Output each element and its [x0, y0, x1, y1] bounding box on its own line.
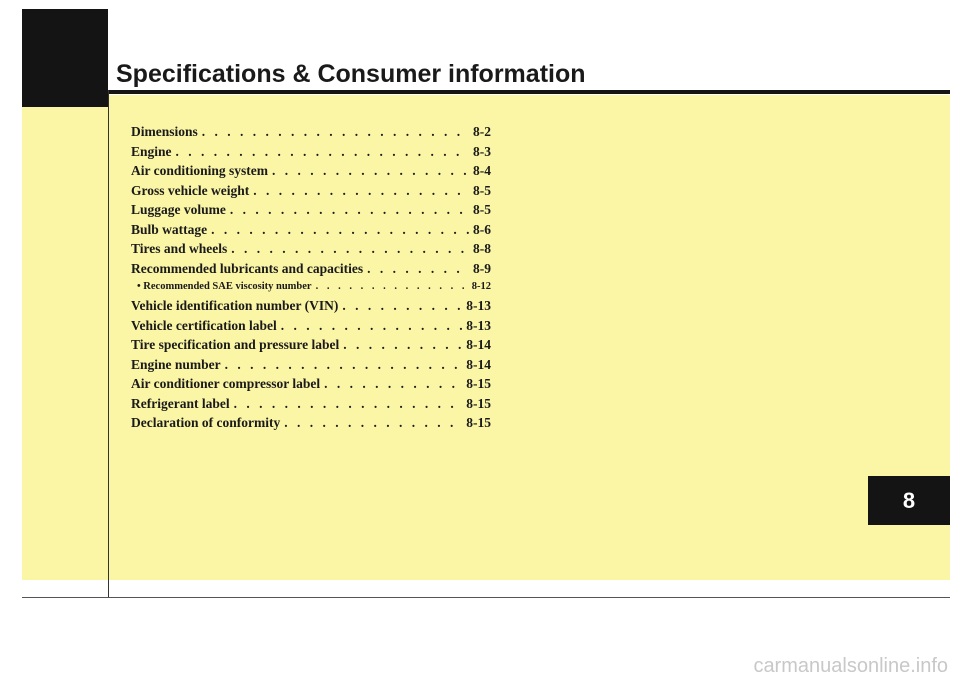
- toc-entry-tires-and-wheels[interactable]: Tires and wheels 8-8: [131, 239, 491, 259]
- toc-page-number: 8-2: [473, 124, 491, 139]
- watermark: carmanualsonline.info: [753, 655, 948, 677]
- toc-entry-title: Luggage volume: [131, 202, 226, 217]
- toc-entry-title: • Recommended SAE viscosity number: [137, 281, 312, 292]
- footer-rule: [22, 597, 950, 598]
- toc-dot-leader: [202, 122, 469, 142]
- toc-entry-compressor-label[interactable]: Air conditioner compressor label 8-15: [131, 374, 491, 394]
- toc-page-number: 8-9: [473, 260, 491, 276]
- toc-page-number: 8-14: [466, 337, 491, 352]
- toc-entry-title: Declaration of conformity: [131, 415, 281, 430]
- toc-dot-leader: [367, 259, 469, 279]
- toc-page-number: 8-12: [471, 281, 491, 292]
- toc-entry-title: Air conditioning system: [131, 163, 269, 178]
- toc-entry-title: Engine number: [131, 356, 221, 372]
- toc-entry-tire-pressure-label[interactable]: Tire specification and pressure label 8-1…: [131, 335, 491, 355]
- toc-dot-leader: [316, 278, 468, 296]
- toc-page-number: 8-3: [473, 143, 491, 159]
- page-title: Specifications & Consumer information: [116, 60, 586, 88]
- toc-dot-leader: [272, 161, 469, 181]
- toc-entry-air-conditioning-system[interactable]: Air conditioning system 8-4: [131, 161, 491, 181]
- toc-page-number: 8-15: [466, 395, 491, 411]
- toc-page-number: 8-14: [466, 356, 491, 372]
- toc-page-number: 8-4: [473, 163, 491, 178]
- toc-dot-leader: [281, 316, 463, 336]
- toc-entry-luggage-volume[interactable]: Luggage volume 8-5: [131, 200, 491, 220]
- toc-dot-leader: [231, 239, 469, 259]
- toc-dot-leader: [176, 142, 469, 162]
- toc-entry-recommended-lubricants[interactable]: Recommended lubricants and capacities 8-9: [131, 259, 491, 279]
- toc-dot-leader: [253, 181, 469, 201]
- toc-page-number: 8-5: [473, 182, 491, 198]
- toc-entry-gross-vehicle-weight[interactable]: Gross vehicle weight 8-5: [131, 181, 491, 201]
- toc-dot-leader: [225, 355, 463, 375]
- toc-entry-title: Tire specification and pressure label: [131, 337, 340, 352]
- toc-page-number: 8-15: [466, 415, 491, 430]
- toc-entry-title: Gross vehicle weight: [131, 182, 250, 198]
- toc-entry-title: Bulb wattage: [131, 221, 208, 237]
- toc-entry-title: Air conditioner compressor label: [131, 376, 321, 391]
- toc-page-number: 8-13: [466, 298, 491, 313]
- toc-page-number: 8-5: [473, 202, 491, 217]
- toc-subentry-sae-viscosity[interactable]: • Recommended SAE viscosity number 8-12: [131, 278, 491, 296]
- toc-entry-engine[interactable]: Engine 8-3: [131, 142, 491, 162]
- toc-page-number: 8-8: [473, 241, 491, 256]
- toc-entry-declaration-of-conformity[interactable]: Declaration of conformity 8-15: [131, 413, 491, 433]
- toc-dot-leader: [324, 374, 462, 394]
- toc-entry-title: Vehicle identification number (VIN): [131, 298, 339, 313]
- toc-entry-vehicle-certification-label[interactable]: Vehicle certification label 8-13: [131, 316, 491, 336]
- left-margin-rule: [108, 90, 109, 598]
- toc-dot-leader: [342, 296, 462, 316]
- toc-dot-leader: [343, 335, 462, 355]
- toc-entry-title: Dimensions: [131, 124, 198, 139]
- toc-page-number: 8-13: [466, 317, 491, 333]
- toc-entry-bulb-wattage[interactable]: Bulb wattage 8-6: [131, 220, 491, 240]
- toc-entry-title: Tires and wheels: [131, 241, 228, 256]
- toc-entry-refrigerant-label[interactable]: Refrigerant label 8-15: [131, 394, 491, 414]
- toc-entry-vin[interactable]: Vehicle identification number (VIN) 8-13: [131, 296, 491, 316]
- toc-dot-leader: [211, 220, 469, 240]
- content-panel: [22, 95, 950, 580]
- toc-entry-engine-number[interactable]: Engine number 8-14: [131, 355, 491, 375]
- chapter-number-tab: 8: [868, 476, 950, 525]
- toc-entry-title: Vehicle certification label: [131, 317, 277, 333]
- table-of-contents: Dimensions 8-2 Engine 8-3 Air conditioning…: [131, 122, 491, 433]
- header-rule: [108, 90, 950, 94]
- toc-dot-leader: [234, 394, 463, 414]
- section-corner-tab: [22, 9, 108, 107]
- toc-page-number: 8-15: [466, 376, 491, 391]
- toc-entry-title: Refrigerant label: [131, 395, 230, 411]
- toc-page-number: 8-6: [473, 221, 491, 237]
- toc-entry-title: Recommended lubricants and capacities: [131, 260, 364, 276]
- toc-dot-leader: [284, 413, 462, 433]
- toc-entry-dimensions[interactable]: Dimensions 8-2: [131, 122, 491, 142]
- toc-entry-title: Engine: [131, 143, 172, 159]
- toc-dot-leader: [230, 200, 469, 220]
